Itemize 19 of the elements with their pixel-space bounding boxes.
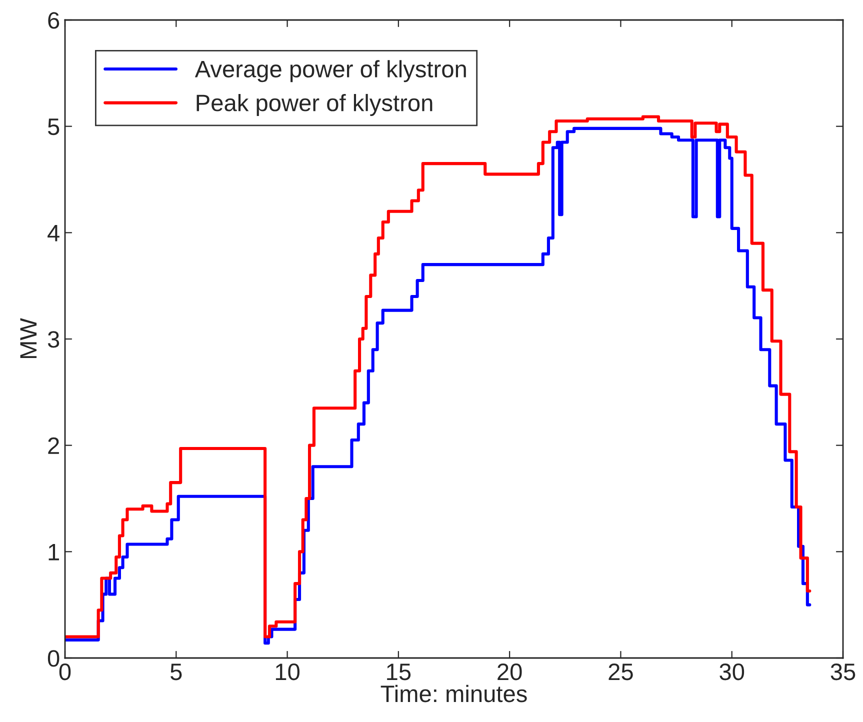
y-tick-label: 6 <box>48 12 60 29</box>
legend-label: Average power of klystron <box>194 60 466 82</box>
x-tick-label: 20 <box>498 663 522 680</box>
x-tick-label: 10 <box>276 663 300 680</box>
x-axis-title: Time: minutes <box>380 684 527 702</box>
y-tick-label: 4 <box>48 224 60 242</box>
x-tick-label: 30 <box>720 663 744 680</box>
y-tick-label: 2 <box>48 437 59 454</box>
x-tick-label: 35 <box>830 663 856 680</box>
y-axis-title: MW <box>20 318 37 358</box>
y-tick-label: 0 <box>48 650 60 667</box>
y-tick-label: 3 <box>48 331 60 348</box>
x-tick-label: 5 <box>170 664 182 680</box>
y-tick-label: 5 <box>48 118 60 136</box>
y-tick-label: 1 <box>48 544 59 560</box>
x-tick-label: 0 <box>59 663 71 680</box>
legend-label: Peak power of klystron <box>196 94 432 116</box>
x-tick-label: 15 <box>387 664 411 680</box>
x-tick-label: 25 <box>608 663 633 680</box>
